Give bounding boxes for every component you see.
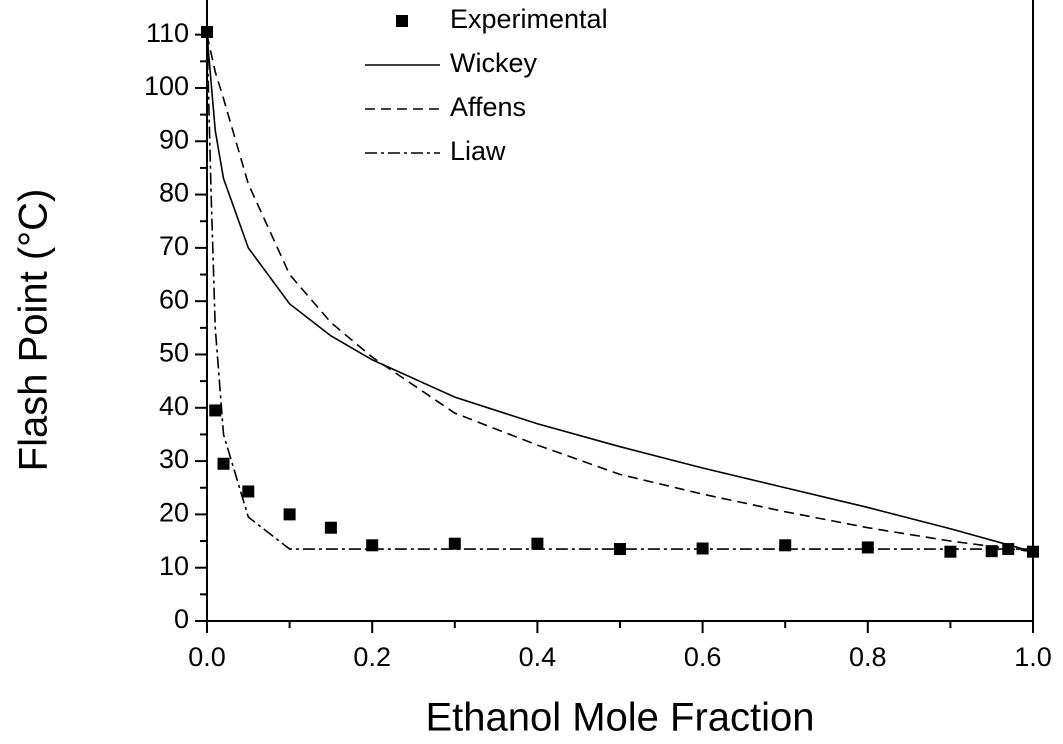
legend-marker	[396, 15, 408, 27]
data-point	[861, 541, 874, 554]
y-tick-label: 0	[174, 604, 189, 634]
x-tick-label: 0.0	[188, 642, 226, 672]
data-point	[531, 537, 544, 550]
legend-label: Wickey	[450, 48, 537, 78]
y-tick-label: 80	[159, 178, 189, 208]
data-point	[324, 521, 337, 534]
series-line	[206, 34, 1033, 550]
x-tick-label: 0.2	[353, 642, 391, 672]
y-tick-label: 70	[159, 231, 189, 261]
legend-label: Affens	[450, 92, 526, 122]
x-axis-label: Ethanol Mole Fraction	[425, 696, 814, 740]
data-point	[201, 25, 213, 38]
data-point	[217, 457, 230, 470]
legend-label: Liaw	[450, 136, 506, 166]
x-tick-label: 0.8	[849, 642, 887, 672]
data-point	[944, 545, 957, 558]
y-tick-label: 100	[144, 71, 189, 101]
data-point	[283, 508, 296, 521]
y-tick-label: 20	[159, 498, 189, 528]
y-tick-label: 10	[159, 551, 189, 581]
data-point	[985, 545, 998, 558]
legend-label: Experimental	[450, 4, 608, 34]
y-tick-label: 110	[146, 18, 189, 48]
x-tick-label: 1.0	[1014, 642, 1052, 672]
series-line	[206, 34, 1034, 553]
data-point	[209, 404, 222, 417]
y-tick-label: 90	[159, 124, 189, 154]
y-tick-label: 60	[159, 284, 189, 314]
data-point	[242, 485, 255, 498]
y-tick-label: 40	[159, 391, 189, 421]
data-point	[448, 537, 461, 550]
y-axis-label: Flash Point (°C)	[12, 189, 56, 472]
x-tick-label: 0.6	[684, 642, 722, 672]
y-tick-label: 50	[159, 338, 189, 368]
x-tick-label: 0.4	[519, 642, 557, 672]
series-line	[206, 34, 1034, 553]
y-tick-label: 30	[159, 444, 189, 474]
